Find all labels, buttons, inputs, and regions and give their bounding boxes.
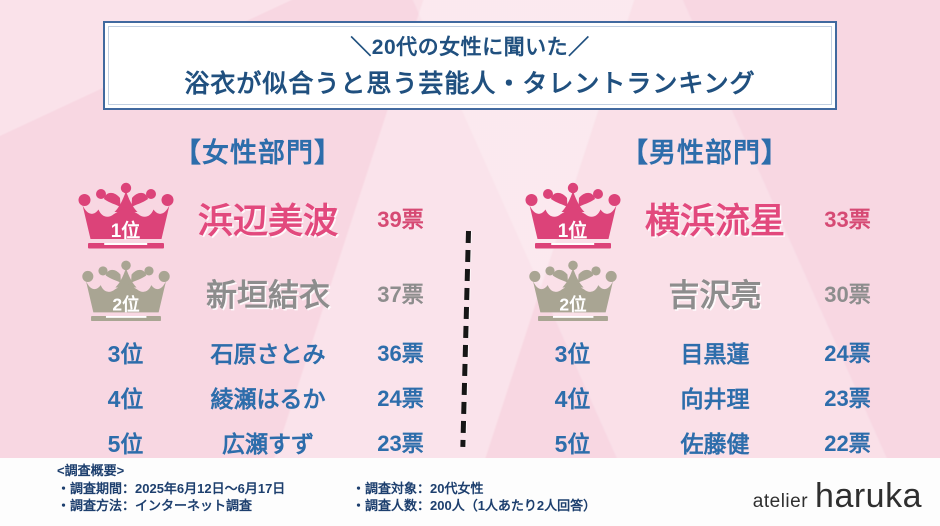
celebrity-name: 横浜流星 xyxy=(644,201,785,241)
footer-strip xyxy=(0,458,940,526)
vote-count: 22票 xyxy=(824,430,871,456)
rank-label: 4位 xyxy=(107,385,144,412)
men-ranking: 1位 横浜流星 33票 xyxy=(505,180,905,464)
vote-count: 33票 xyxy=(824,207,871,232)
table-row: 3位 目黒蓮 24票 xyxy=(505,329,905,374)
section-title-men: 【男性部門】 xyxy=(621,138,789,168)
celebrity-name: 新垣結衣 xyxy=(206,278,330,313)
table-row: 4位 綾瀬はるか 24票 xyxy=(58,374,458,419)
table-row: 5位 広瀬すず 23票 xyxy=(58,419,458,464)
vote-count: 39票 xyxy=(377,207,424,232)
title-box: ＼20代の女性に聞いた／ 浴衣が似合うと思う芸能人・タレントランキング xyxy=(103,21,837,110)
celebrity-name: 石原さとみ xyxy=(210,340,326,367)
survey-period: ・調査期間：2025年6月12日〜6月17日 xyxy=(57,480,286,496)
page-title: 浴衣が似合うと思う芸能人・タレントランキング xyxy=(184,70,756,98)
rank-label: 2位 xyxy=(105,296,146,318)
section-title-women: 【女性部門】 xyxy=(174,138,342,168)
rank-label: 4位 xyxy=(554,385,591,412)
table-row: 1位 横浜流星 33票 xyxy=(505,180,905,256)
atelier-haruka-logo: atelier haruka xyxy=(753,477,922,516)
crown-silver-icon: 2位 xyxy=(527,259,619,325)
rank-label: 3位 xyxy=(554,340,591,367)
logo-text-atelier: atelier xyxy=(752,491,809,512)
dashed-divider xyxy=(460,230,471,447)
table-row: 2位 新垣結衣 37票 xyxy=(58,256,458,329)
vote-count: 24票 xyxy=(377,385,424,411)
crown-gold-icon: 1位 xyxy=(523,182,623,254)
rank-label: 5位 xyxy=(554,430,591,457)
vote-count: 23票 xyxy=(824,385,871,411)
survey-sample: ・調査人数：200人（1人あたり2人回答） xyxy=(352,498,597,513)
survey-method: ・調査方法：インターネット調査 xyxy=(57,498,253,513)
celebrity-name: 吉沢亮 xyxy=(668,278,762,313)
table-row: 2位 吉沢亮 30票 xyxy=(505,256,905,329)
rank-label: 1位 xyxy=(103,222,148,245)
celebrity-name: 浜辺美波 xyxy=(197,201,338,241)
vote-count: 23票 xyxy=(377,430,424,456)
survey-overview-left: <調査概要> ・調査期間：2025年6月12日〜6月17日 ・調査方法：インター… xyxy=(57,462,285,515)
survey-heading: <調査概要> xyxy=(57,463,125,478)
celebrity-name: 広瀬すず xyxy=(222,430,314,457)
celebrity-name: 佐藤健 xyxy=(680,430,750,457)
rank-label: 1位 xyxy=(550,222,595,245)
logo-text-haruka: haruka xyxy=(815,477,922,515)
table-row: 5位 佐藤健 22票 xyxy=(505,419,905,464)
celebrity-name: 目黒蓮 xyxy=(680,340,750,367)
table-row: 3位 石原さとみ 36票 xyxy=(58,329,458,374)
crown-silver-icon: 2位 xyxy=(80,259,172,325)
vote-count: 37票 xyxy=(377,281,424,307)
title-subtitle: ＼20代の女性に聞いた／ xyxy=(350,36,590,59)
crown-gold-icon: 1位 xyxy=(76,182,176,254)
table-row: 4位 向井理 23票 xyxy=(505,374,905,419)
vote-count: 24票 xyxy=(824,340,871,366)
survey-target: ・調査対象：20代女性 xyxy=(352,480,484,496)
rank-label: 3位 xyxy=(107,340,144,367)
celebrity-name: 綾瀬はるか xyxy=(210,385,326,412)
survey-overview-right: ・調査対象：20代女性 ・調査人数：200人（1人あたり2人回答） xyxy=(352,480,596,515)
women-ranking: 1位 浜辺美波 39票 xyxy=(58,180,458,464)
vote-count: 30票 xyxy=(824,281,871,307)
rank-label: 2位 xyxy=(552,296,593,318)
celebrity-name: 向井理 xyxy=(680,385,750,412)
table-row: 1位 浜辺美波 39票 xyxy=(58,180,458,256)
rank-label: 5位 xyxy=(107,430,144,457)
vote-count: 36票 xyxy=(377,340,424,366)
